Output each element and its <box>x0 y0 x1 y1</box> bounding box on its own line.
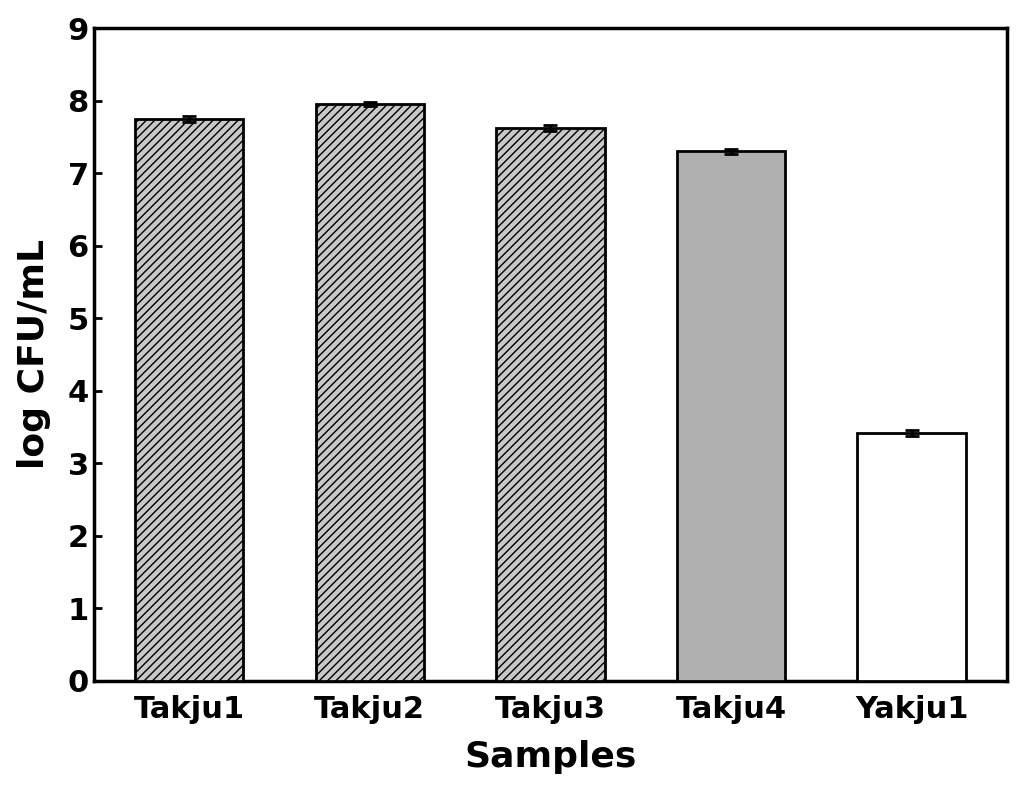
X-axis label: Samples: Samples <box>464 740 637 774</box>
Bar <box>315 104 424 681</box>
Bar <box>857 433 966 681</box>
Bar <box>497 128 604 681</box>
Y-axis label: log CFU/mL: log CFU/mL <box>16 240 50 470</box>
Bar <box>677 151 785 681</box>
Bar <box>135 119 244 681</box>
